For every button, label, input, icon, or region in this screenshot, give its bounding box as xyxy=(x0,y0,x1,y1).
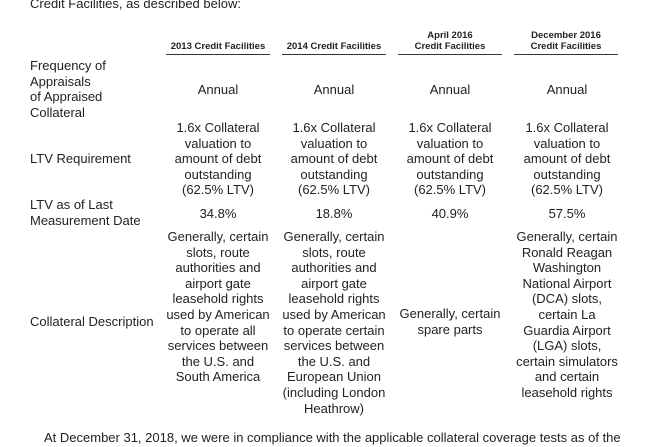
cell-collateral-description-2014: Generally, certain slots, route authorit… xyxy=(282,229,386,416)
cell-collateral-description-2013: Generally, certain slots, route authorit… xyxy=(166,229,270,385)
cell-ltv-last-measurement-december-2016: 57.5% xyxy=(548,206,586,221)
row-label-appraisal-frequency: Frequency of Appraisals of Appraised Col… xyxy=(30,58,106,120)
cell-ltv-requirement-2013: 1.6x Collateral valuation to amount of d… xyxy=(174,120,262,198)
intro-text: Credit Facilities, as described below: xyxy=(30,0,241,11)
footer-text: At December 31, 2018, we were in complia… xyxy=(44,430,621,445)
cell-appraisal-frequency-december-2016: Annual xyxy=(546,82,588,97)
column-header-2014: 2014 Credit Facilities xyxy=(282,41,386,55)
cell-ltv-requirement-december-2016: 1.6x Collateral valuation to amount of d… xyxy=(523,120,611,198)
cell-appraisal-frequency-2014: Annual xyxy=(313,82,355,97)
cell-collateral-description-april-2016: Generally, certain spare parts xyxy=(399,306,501,337)
cell-collateral-description-december-2016: Generally, certain Ronald Reagan Washing… xyxy=(516,229,618,400)
column-header-2013: 2013 Credit Facilities xyxy=(166,41,270,55)
cell-ltv-requirement-2014: 1.6x Collateral valuation to amount of d… xyxy=(290,120,378,198)
cell-appraisal-frequency-2013: Annual xyxy=(197,82,239,97)
column-header-april-2016: April 2016 Credit Facilities xyxy=(398,30,502,55)
row-label-ltv-last-measurement: LTV as of Last Measurement Date xyxy=(30,197,141,228)
cell-ltv-last-measurement-2014: 18.8% xyxy=(315,206,353,221)
cell-appraisal-frequency-april-2016: Annual xyxy=(429,82,471,97)
row-label-ltv-requirement: LTV Requirement xyxy=(30,151,131,166)
cell-ltv-requirement-april-2016: 1.6x Collateral valuation to amount of d… xyxy=(406,120,494,198)
column-header-december-2016: December 2016 Credit Facilities xyxy=(514,30,618,55)
cell-ltv-last-measurement-april-2016: 40.9% xyxy=(431,206,469,221)
cell-ltv-last-measurement-2013: 34.8% xyxy=(199,206,237,221)
row-label-collateral-description: Collateral Description xyxy=(30,314,154,329)
